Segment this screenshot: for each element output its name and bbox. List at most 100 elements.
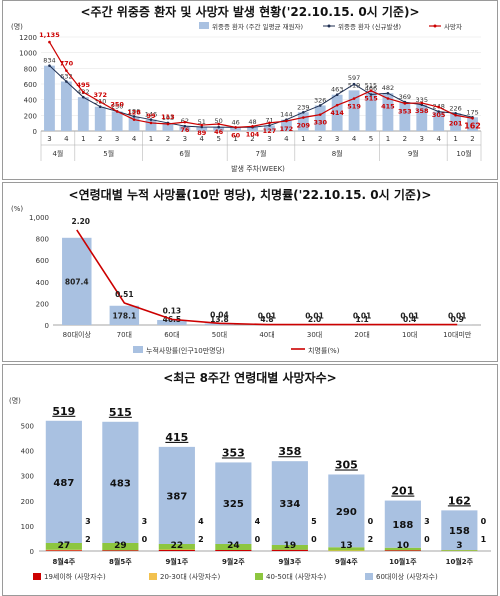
fatality-label: 0.01 [400,312,419,321]
seg-4050-bar [215,543,252,550]
mortality-bar [157,319,187,325]
month-label: 4월 [52,149,63,158]
mortality-label: 178.1 [112,311,136,320]
severe-new-point [132,115,136,118]
seg-60plus-bar [328,474,365,548]
severe-new-label: 50 [215,117,223,125]
legend-swatch-severe [199,22,209,29]
mortality-bar [204,323,235,325]
y-tick-label: 400 [21,448,34,456]
week-tick-label: 9월4주 [335,557,358,566]
y-tick-label: 600 [36,257,49,265]
death-point [386,97,390,100]
legend-label-3: 60대이상 (사망자수) [376,572,438,581]
legend-swatch-1 [149,573,157,580]
week-tick-label: 8월4주 [53,557,76,566]
seg-19-bar [102,550,139,551]
week-tick-label: 1 [233,135,237,143]
mortality-label: 13.8 [210,315,229,324]
severe-bar [213,127,225,131]
severe-bar [247,127,258,131]
seg-19-label: 3 [424,517,430,526]
seg-2030-bar [45,549,82,551]
death-point [454,113,457,117]
week-tick-label: 2 [403,135,407,143]
seg-4050-label: 19 [284,541,297,551]
severe-new-point [335,93,339,97]
death-point [437,105,440,109]
severe-bar [145,119,157,131]
week-tick-label: 1 [149,135,153,143]
age-tick-label: 40대 [259,331,274,339]
seg-2030-bar [328,550,365,551]
legend-label-new: 위중증 환자 (신규발생) [338,22,401,31]
death-label: 104 [246,130,260,138]
seg-19-label: 4 [198,517,204,526]
death-label: 162 [464,121,481,130]
y-tick-label: 400 [24,97,37,105]
legend-label-1: 20-30대 (사망자수) [160,572,220,581]
death-point [403,102,407,105]
mortality-label: 0.4 [403,315,416,324]
week-tick-label: 2 [470,135,474,143]
severe-bar [94,106,106,131]
age-mortality-chart: (%) 0 200 400 600 800 1,000 807.4 80대이상 178.1 70대 4… [11,205,481,355]
death-label: 209 [297,122,311,130]
death-point [318,113,322,116]
severe-bar-label: 144 [280,111,292,119]
mortality-bar [62,237,92,325]
total-label: 201 [391,485,414,498]
week-tick-label: 3 [267,135,271,143]
death-label: 76 [180,126,190,134]
week-tick-label: 3 [420,135,424,143]
severe-bar-label: 834 [43,57,55,65]
legend-marker-new [327,24,331,28]
death-line [48,41,473,129]
age-tick-label: 30대 [307,331,322,339]
panel1-title: <주간 위중증 환자 및 사망자 발생 현황('22.10.15. 0시 기준)… [80,5,420,19]
total-label: 515 [109,406,132,419]
seg-60plus-label: 188 [392,520,413,531]
seg-2030-label: 0 [255,535,261,544]
severe-bar-label: 175 [466,108,478,116]
week-tick-label: 3 [47,135,51,143]
death-point [98,100,102,104]
y-tick-label: 200 [21,498,34,506]
seg-60plus-bar [384,500,421,548]
severe-bar-label: 463 [331,86,343,94]
death-point [251,125,254,128]
severe-bar [399,102,411,131]
total-label: 358 [278,445,301,458]
death-label: 372 [93,91,107,99]
seg-60plus-bar [158,446,195,544]
death-point [285,119,288,123]
age-tick-label: 60대 [164,331,179,339]
death-point [217,122,220,126]
seg-60plus-label: 334 [279,499,300,510]
x-axis-label: 발생 주차(WEEK) [231,164,285,173]
death-point [183,120,187,124]
month-label: 6월 [179,149,190,158]
week-tick-label: 9월1주 [166,557,189,566]
week-tick-label: 2 [166,135,170,143]
y-tick-label: 800 [24,65,37,73]
severe-bar [60,81,72,131]
seg-2030-label: 0 [424,535,430,544]
seg-2030-label: 2 [368,535,374,544]
panel3-title: <최근 8주간 연령대별 사망자수> [163,371,337,385]
total-label: 162 [448,494,471,507]
death-point [302,116,305,119]
death-point [234,126,237,129]
seg-4050-label: 3 [456,541,462,551]
death-point [369,89,373,92]
severe-bar-label: 226 [449,104,461,112]
seg-19-bar [158,549,195,551]
week-tick-label: 4 [352,135,357,143]
age-tick-label: 80대이상 [63,330,92,339]
severe-bar [365,90,377,131]
week-tick-label: 1 [386,135,390,143]
severe-new-point [200,125,204,129]
seg-60plus-label: 483 [110,478,131,489]
fatality-label: 0.01 [353,312,372,321]
week-tick-label: 5 [216,135,220,143]
